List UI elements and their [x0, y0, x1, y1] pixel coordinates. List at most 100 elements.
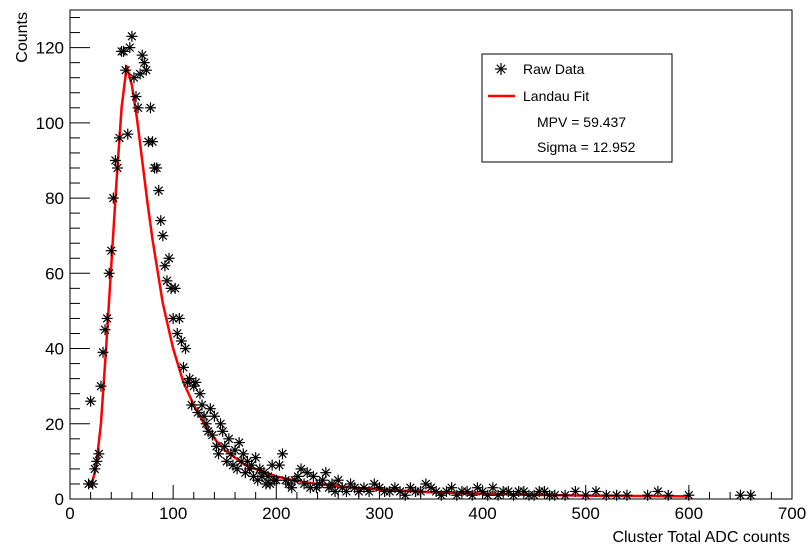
data-point — [109, 154, 121, 166]
data-point — [487, 482, 499, 494]
data-point — [231, 463, 243, 475]
data-point — [549, 489, 561, 501]
data-point — [270, 474, 282, 486]
data-point — [304, 482, 316, 494]
data-point — [87, 478, 99, 490]
data-point — [122, 128, 134, 140]
y-tick-label: 40 — [45, 340, 64, 359]
legend-asterisk-icon — [495, 63, 507, 75]
data-point — [590, 485, 602, 497]
x-tick-label: 500 — [572, 504, 600, 523]
data-point — [99, 324, 111, 336]
data-point — [683, 489, 695, 501]
plot-frame — [69, 9, 793, 500]
data-point — [580, 489, 592, 501]
data-point — [163, 252, 175, 264]
data-point — [569, 485, 581, 497]
data-point — [621, 489, 633, 501]
data-point — [206, 429, 218, 441]
data-point — [144, 102, 156, 114]
data-point — [132, 102, 144, 114]
data-point — [134, 68, 146, 80]
data-point — [190, 376, 202, 388]
data-point — [136, 49, 148, 61]
data-point — [140, 64, 152, 76]
data-point — [662, 489, 674, 501]
data-point — [246, 459, 258, 471]
data-point — [107, 192, 119, 204]
data-point — [332, 474, 344, 486]
y-tick-label: 20 — [45, 415, 64, 434]
data-point — [213, 448, 225, 460]
y-axis: 0 20 40 60 80 100 120 — [36, 17, 90, 509]
data-point — [192, 406, 204, 418]
data-point — [184, 373, 196, 385]
data-point — [151, 162, 163, 174]
data-point — [295, 463, 307, 475]
data-point — [138, 57, 150, 69]
legend-sigma: Sigma = 12.952 — [537, 139, 636, 155]
data-point — [200, 418, 212, 430]
data-point — [237, 448, 249, 460]
data-point — [89, 463, 101, 475]
data-point — [446, 482, 458, 494]
data-point — [105, 245, 117, 257]
data-point — [157, 230, 169, 242]
data-point — [233, 437, 245, 449]
data-point — [221, 455, 233, 467]
y-tick-label: 100 — [36, 114, 64, 133]
data-point — [642, 489, 654, 501]
legend: Raw Data Landau Fit MPV = 59.437 Sigma =… — [481, 53, 673, 163]
data-point — [180, 343, 192, 355]
legend-fit-label: Landau Fit — [523, 88, 589, 104]
data-point — [425, 482, 437, 494]
data-point — [118, 45, 130, 57]
legend-raw-label: Raw Data — [523, 61, 585, 77]
data-point — [186, 399, 198, 411]
data-point — [215, 418, 227, 430]
legend-box — [481, 53, 673, 163]
data-point — [177, 361, 189, 373]
x-tick-label: 300 — [365, 504, 393, 523]
data-point — [399, 489, 411, 501]
x-axis-title: Cluster Total ADC counts — [612, 529, 790, 546]
data-point — [363, 485, 375, 497]
data-point — [95, 380, 107, 392]
data-point — [340, 485, 352, 497]
data-point — [250, 452, 262, 464]
data-point — [600, 489, 612, 501]
legend-raw-marker — [495, 63, 507, 75]
data-point — [229, 444, 241, 456]
data-point — [734, 489, 746, 501]
data-point — [217, 425, 229, 437]
data-point — [196, 399, 208, 411]
data-point — [301, 467, 313, 479]
legend-mpv: MPV = 59.437 — [537, 114, 626, 130]
data-point — [173, 312, 185, 324]
data-point — [307, 470, 319, 482]
data-point — [103, 267, 115, 279]
data-point — [298, 478, 310, 490]
data-point — [101, 312, 113, 324]
data-point — [440, 485, 452, 497]
data-point — [130, 91, 142, 103]
data-point — [466, 489, 478, 501]
data-point — [394, 485, 406, 497]
data-point — [97, 346, 109, 358]
y-tick-label: 120 — [36, 39, 64, 58]
data-point — [169, 282, 181, 294]
data-point — [194, 388, 206, 400]
x-tick-label: 400 — [468, 504, 496, 523]
data-point — [273, 459, 285, 471]
y-tick-label: 60 — [45, 264, 64, 283]
data-point — [111, 162, 123, 174]
data-point — [219, 440, 231, 452]
data-point — [161, 275, 173, 287]
data-point — [93, 448, 105, 460]
data-point — [477, 485, 489, 497]
data-point — [114, 132, 126, 144]
data-point — [124, 42, 136, 54]
data-point — [153, 185, 165, 197]
data-point — [223, 433, 235, 445]
data-point — [204, 403, 216, 415]
